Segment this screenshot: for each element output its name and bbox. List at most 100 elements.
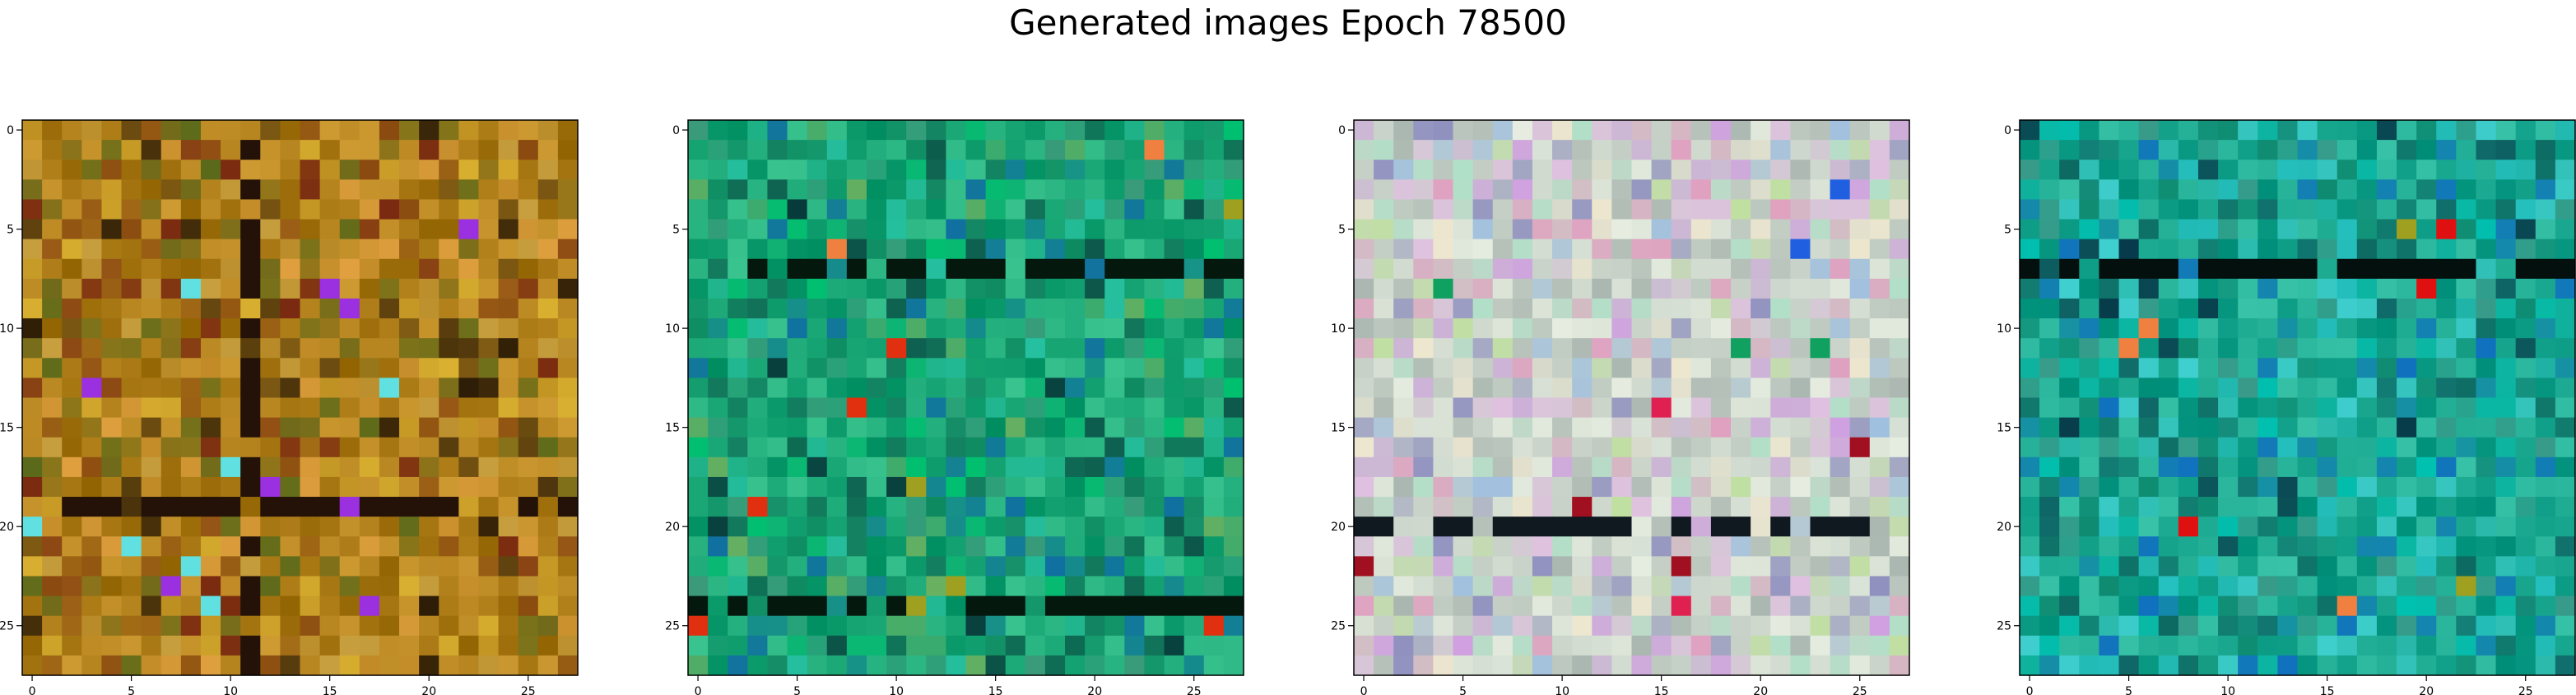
pixel-cell bbox=[2397, 358, 2417, 378]
pixel-cell bbox=[339, 160, 360, 180]
pixel-cell bbox=[22, 595, 43, 617]
pixel-cell bbox=[2197, 338, 2219, 359]
pixel-cell bbox=[518, 517, 539, 537]
pixel-cell bbox=[319, 298, 341, 319]
pixel-cell bbox=[339, 536, 360, 557]
pixel-cell bbox=[2099, 635, 2120, 656]
pixel-cell bbox=[728, 358, 748, 378]
pixel-cell bbox=[1770, 635, 1791, 656]
pixel-cell bbox=[1124, 615, 1146, 637]
pixel-cell bbox=[2039, 655, 2060, 676]
y-tick-label: 0 bbox=[1338, 124, 1346, 137]
pixel-cell bbox=[1393, 378, 1414, 399]
pixel-cell bbox=[1453, 595, 1474, 617]
pixel-cell bbox=[1453, 358, 1474, 378]
pixel-cell bbox=[1104, 378, 1125, 399]
pixel-cell bbox=[200, 140, 221, 160]
pixel-cell bbox=[419, 278, 439, 299]
pixel-cell bbox=[1869, 517, 1890, 537]
pixel-cell bbox=[767, 556, 788, 577]
pixel-cell bbox=[160, 655, 182, 676]
pixel-cell bbox=[1690, 497, 1712, 517]
pixel-cell bbox=[728, 179, 748, 201]
pixel-cell bbox=[2020, 120, 2040, 141]
pixel-cell bbox=[1592, 358, 1612, 378]
pixel-cell bbox=[1869, 497, 1890, 517]
pixel-cell bbox=[478, 378, 500, 399]
pixel-cell bbox=[478, 278, 500, 299]
pixel-cell bbox=[767, 437, 788, 458]
pixel-cell bbox=[537, 179, 559, 201]
pixel-cell bbox=[518, 497, 539, 517]
pixel-cell bbox=[1393, 258, 1414, 280]
pixel-cell bbox=[300, 497, 321, 517]
pixel-cell bbox=[2257, 417, 2278, 438]
pixel-cell bbox=[2178, 278, 2199, 299]
pixel-cell bbox=[22, 437, 43, 458]
pixel-cell bbox=[518, 120, 539, 141]
pixel-cell bbox=[866, 635, 887, 656]
pixel-cell bbox=[2317, 417, 2338, 438]
pixel-cell bbox=[2356, 199, 2378, 220]
pixel-cell bbox=[121, 318, 142, 339]
pixel-cell bbox=[260, 556, 281, 577]
pixel-cell bbox=[1512, 219, 1533, 240]
pixel-cell bbox=[1413, 517, 1434, 537]
pixel-cell bbox=[2099, 318, 2120, 339]
pixel-cell bbox=[767, 655, 788, 676]
pixel-cell bbox=[1393, 358, 1414, 378]
pixel-cell bbox=[319, 615, 341, 637]
pixel-cell bbox=[1552, 318, 1573, 339]
pixel-cell bbox=[1065, 517, 1086, 537]
y-tick-label: 10 bbox=[0, 322, 14, 336]
pixel-cell bbox=[1690, 120, 1712, 141]
pixel-cell bbox=[121, 655, 142, 676]
x-tick-label: 5 bbox=[2125, 685, 2132, 695]
pixel-cell bbox=[1025, 397, 1046, 419]
pixel-cell bbox=[965, 417, 987, 438]
pixel-cell bbox=[2456, 219, 2477, 240]
pixel-cell bbox=[1690, 397, 1712, 419]
pixel-cell bbox=[1731, 179, 1751, 201]
pixel-cell bbox=[1869, 635, 1890, 656]
pixel-cell bbox=[1512, 338, 1533, 359]
pixel-cell bbox=[1572, 358, 1593, 378]
pixel-cell bbox=[1552, 298, 1573, 319]
pixel-cell bbox=[1532, 655, 1553, 676]
pixel-cell bbox=[2376, 199, 2397, 220]
pixel-cell bbox=[121, 160, 142, 180]
pixel-cell bbox=[319, 456, 341, 478]
y-tick-label: 5 bbox=[2004, 224, 2011, 237]
pixel-cell bbox=[2277, 378, 2299, 399]
pixel-cell bbox=[2138, 536, 2160, 557]
pixel-cell bbox=[2238, 397, 2258, 419]
pixel-cell bbox=[946, 140, 967, 160]
pixel-cell bbox=[1354, 456, 1374, 478]
pixel-cell bbox=[1889, 179, 1910, 201]
pixel-cell bbox=[1592, 417, 1612, 438]
pixel-cell bbox=[2436, 278, 2457, 299]
pixel-cell bbox=[2456, 497, 2477, 517]
pixel-cell bbox=[101, 635, 123, 656]
pixel-cell bbox=[2535, 397, 2556, 419]
pixel-cell bbox=[359, 397, 380, 419]
pixel-cell bbox=[2118, 258, 2140, 280]
pixel-cell bbox=[1592, 120, 1612, 141]
pixel-cell bbox=[1512, 456, 1533, 478]
pixel-cell bbox=[2197, 655, 2219, 676]
pixel-cell bbox=[1223, 278, 1244, 299]
pixel-cell bbox=[1810, 615, 1831, 637]
pixel-cell bbox=[1849, 397, 1871, 419]
pixel-cell bbox=[160, 456, 182, 478]
pixel-cell bbox=[2297, 517, 2318, 537]
pixel-cell bbox=[1671, 476, 1692, 498]
pixel-cell bbox=[498, 556, 519, 577]
pixel-cell bbox=[906, 298, 927, 319]
pixel-cell bbox=[2218, 140, 2239, 160]
pixel-cell bbox=[557, 476, 579, 498]
pixel-cell bbox=[2257, 517, 2278, 537]
pixel-cell bbox=[62, 120, 82, 141]
pixel-cell bbox=[1492, 655, 1514, 676]
pixel-cell bbox=[747, 576, 769, 597]
pixel-cell bbox=[2257, 556, 2278, 577]
